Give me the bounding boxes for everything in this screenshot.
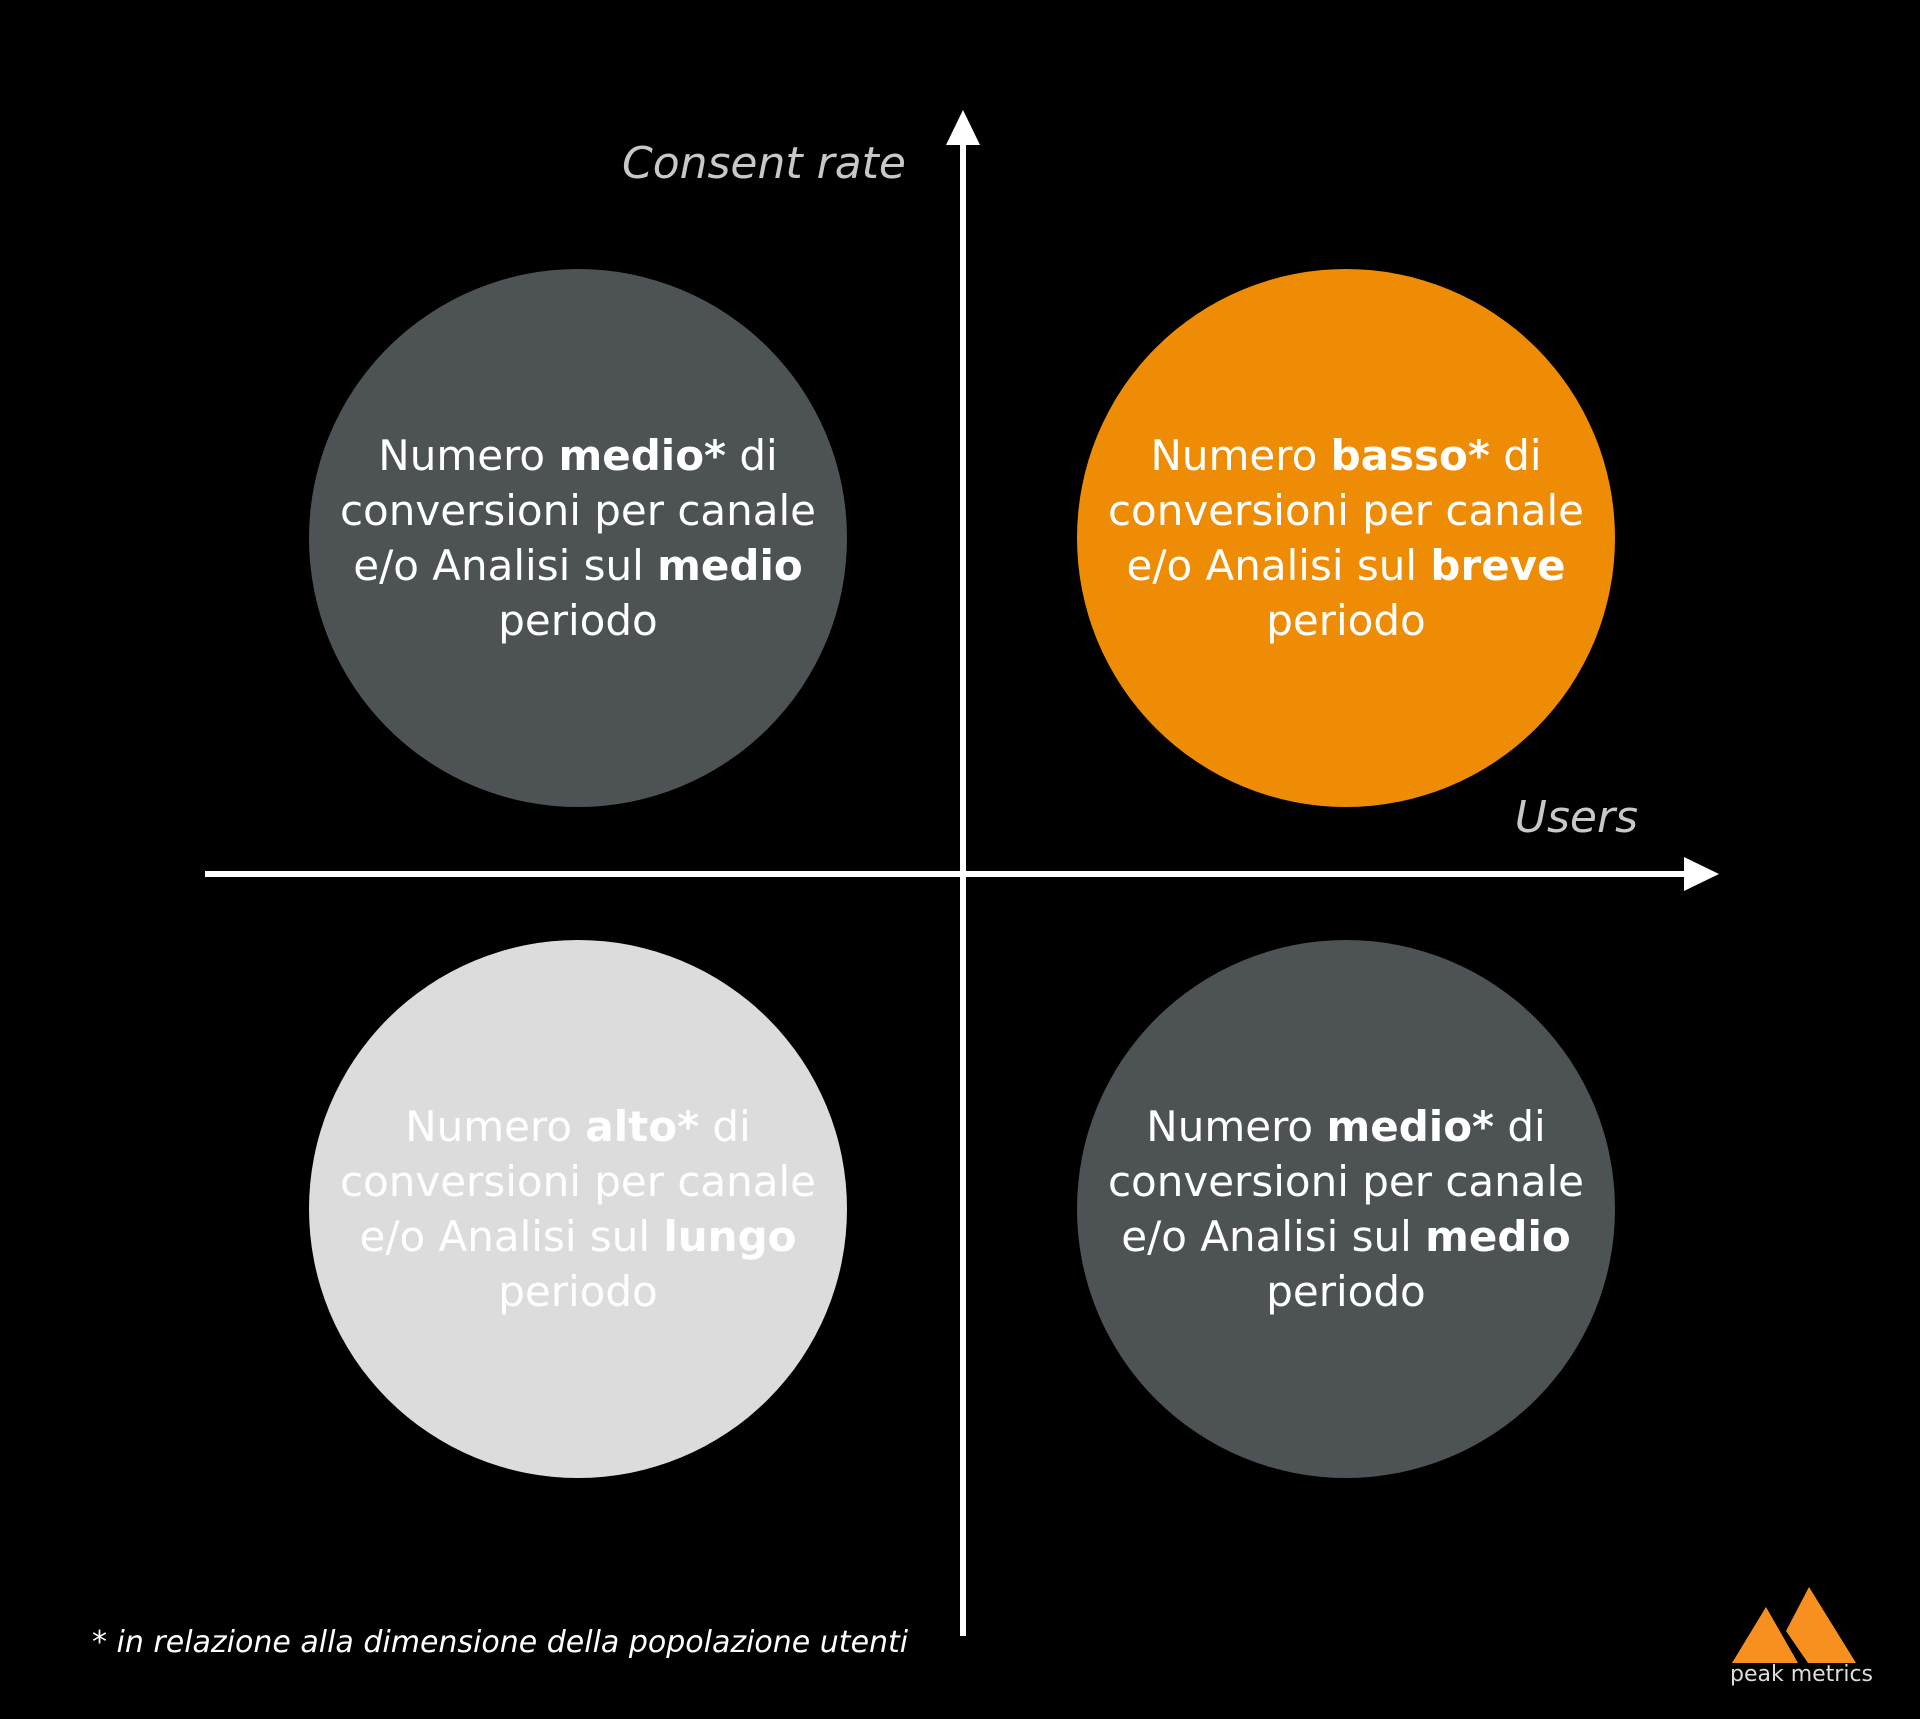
- quadrant-top-right: Numero basso* di conversioni per canale …: [1077, 269, 1615, 807]
- y-axis-label: Consent rate: [621, 138, 906, 189]
- quadrant-top-left: Numero medio* di conversioni per canale …: [309, 269, 847, 807]
- y-axis-arrow-icon: [946, 110, 980, 145]
- x-axis-label: Users: [1514, 792, 1638, 843]
- peak-metrics-logo-icon: [1732, 1587, 1856, 1663]
- quadrant-bottom-right: Numero medio* di conversioni per canale …: [1077, 940, 1615, 1478]
- quadrant-bottom-left: Numero alto* di conversioni per canale e…: [309, 940, 847, 1478]
- x-axis-arrow-icon: [1684, 857, 1719, 891]
- footnote: * in relazione alla dimensione della pop…: [92, 1625, 909, 1660]
- logo-text: peak metrics: [1730, 1662, 1874, 1687]
